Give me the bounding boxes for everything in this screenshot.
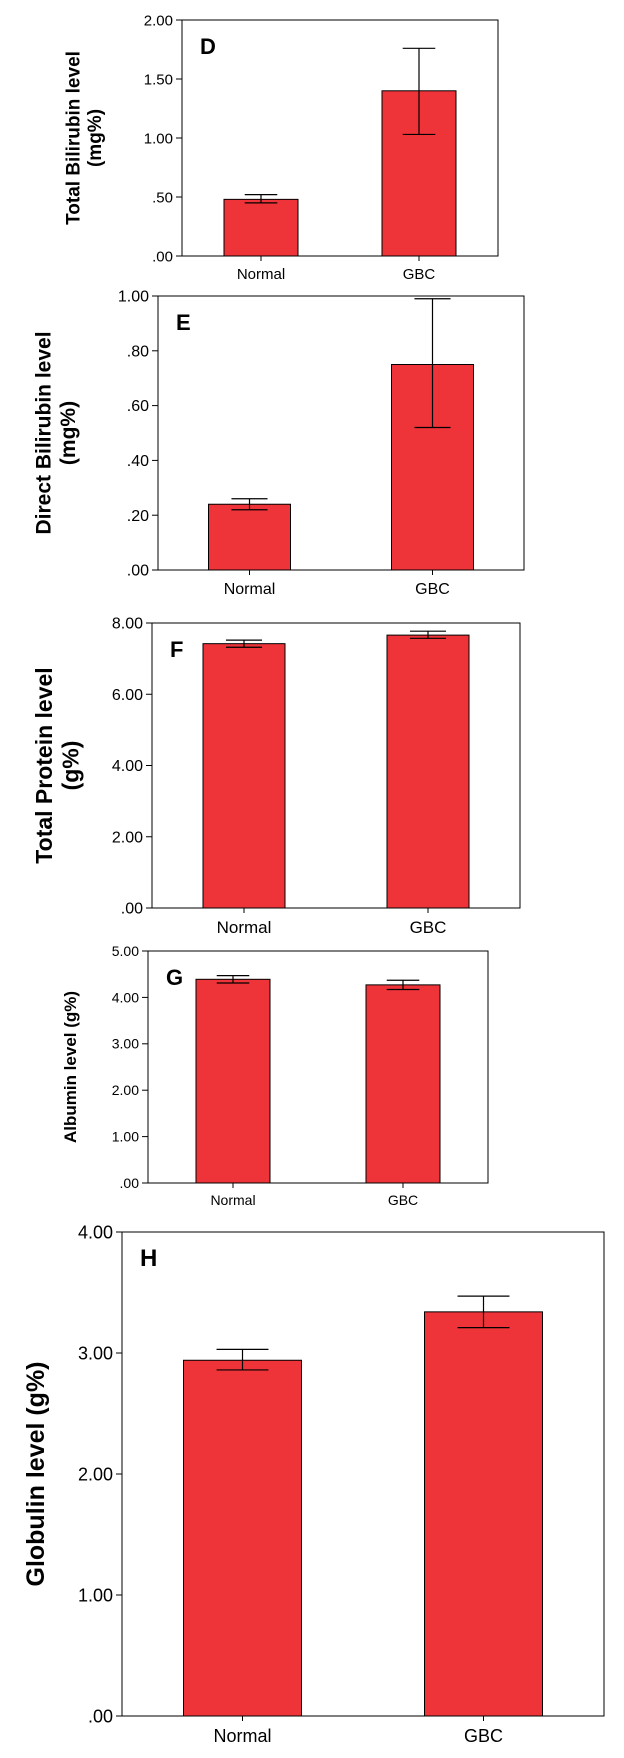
chart-panel-f: .00 2.00 4.00 6.00 8.00 F Total Protein level(… xyxy=(31,616,521,937)
x-tick-label: Normal xyxy=(213,1726,271,1746)
y-tick-label: 2.00 xyxy=(112,1082,139,1098)
y-tick-label: .00 xyxy=(120,1175,140,1191)
y-tick-label: .40 xyxy=(127,453,149,470)
y-tick-label: .80 xyxy=(127,343,149,360)
bar-gbc xyxy=(386,634,470,909)
bar-normal xyxy=(223,198,299,257)
y-axis-label: Total Protein level(g%) xyxy=(31,667,83,863)
y-tick-label: 2.00 xyxy=(78,1464,113,1484)
y-tick-label: 5.00 xyxy=(112,943,139,959)
panel-label: G xyxy=(166,965,183,990)
y-tick-label: 2.00 xyxy=(112,829,143,846)
y-axis-label: Total Bilirubin level(mg%) xyxy=(63,51,106,225)
y-axis-label-line2: (mg%) xyxy=(85,109,106,167)
y-tick-label: .00 xyxy=(127,563,149,580)
y-axis-label-line1: Direct Bilirubin level xyxy=(33,331,56,534)
y-tick-label: .50 xyxy=(152,189,173,206)
y-tick-label: 1.00 xyxy=(112,1129,139,1145)
y-axis-label: Albumin level (g%) xyxy=(61,991,80,1143)
y-axis-label-line2: (g%) xyxy=(57,741,83,791)
chart-panel-d: .00 .50 1.00 1.50 2.00 D Total Bilirubin level… xyxy=(63,12,499,283)
x-tick-label: GBC xyxy=(388,1192,418,1208)
x-tick-label: GBC xyxy=(410,918,447,937)
bar-normal xyxy=(208,503,291,571)
chart-panel-h: .00 1.00 2.00 3.00 4.00 H Globulin level (g%) N… xyxy=(22,1222,605,1746)
y-tick-label: 4.00 xyxy=(78,1222,113,1242)
y-axis-label: Globulin level (g%) xyxy=(22,1361,50,1586)
y-tick-label: 4.00 xyxy=(112,758,143,775)
chart-panel-e: .00 .20 .40 .60 .80 1.00 E Direct Bilirubin lev… xyxy=(33,289,525,598)
bar-gbc xyxy=(365,984,441,1184)
y-tick-label: 2.00 xyxy=(144,12,173,29)
y-tick-label: 3.00 xyxy=(112,1036,139,1052)
y-tick-label: .00 xyxy=(88,1706,113,1726)
y-axis-label-line2: (mg%) xyxy=(57,401,80,465)
y-tick-label: 8.00 xyxy=(112,616,143,633)
panel-label: F xyxy=(170,637,183,662)
y-axis-label-line1: Total Bilirubin level xyxy=(63,51,84,225)
y-tick-label: 3.00 xyxy=(78,1343,113,1363)
y-tick-label: .00 xyxy=(152,248,173,265)
bar-normal xyxy=(202,643,286,909)
x-tick-label: Normal xyxy=(224,581,276,598)
panel-label: E xyxy=(176,310,191,335)
y-axis-label: Direct Bilirubin level(mg%) xyxy=(33,331,80,534)
y-tick-label: 1.50 xyxy=(144,71,173,88)
y-tick-label: .20 xyxy=(127,508,149,525)
chart-panel-g: .00 1.00 2.00 3.00 4.00 5.00 G Albumin level (g… xyxy=(61,943,489,1208)
x-tick-label: Normal xyxy=(210,1192,255,1208)
y-axis-label-line1: Albumin level (g%) xyxy=(61,991,80,1143)
x-tick-label: GBC xyxy=(415,581,450,598)
y-tick-label: 6.00 xyxy=(112,687,143,704)
x-tick-label: GBC xyxy=(464,1726,503,1746)
panel-label: H xyxy=(140,1245,157,1272)
y-tick-label: 1.00 xyxy=(78,1585,113,1605)
bar-gbc xyxy=(424,1311,543,1717)
y-tick-label: 1.00 xyxy=(118,289,149,306)
y-axis-label-line1: Globulin level (g%) xyxy=(22,1361,50,1586)
bar-normal xyxy=(195,978,271,1184)
bar-normal xyxy=(183,1359,302,1717)
x-tick-label: GBC xyxy=(403,266,436,283)
y-tick-label: 1.00 xyxy=(144,130,173,147)
x-tick-label: Normal xyxy=(237,266,285,283)
y-tick-label: .60 xyxy=(127,398,149,415)
x-tick-label: Normal xyxy=(217,918,272,937)
panel-label: D xyxy=(200,34,216,59)
y-tick-label: .00 xyxy=(121,901,143,918)
y-tick-label: 4.00 xyxy=(112,989,139,1005)
y-axis-label-line1: Total Protein level xyxy=(31,667,57,863)
